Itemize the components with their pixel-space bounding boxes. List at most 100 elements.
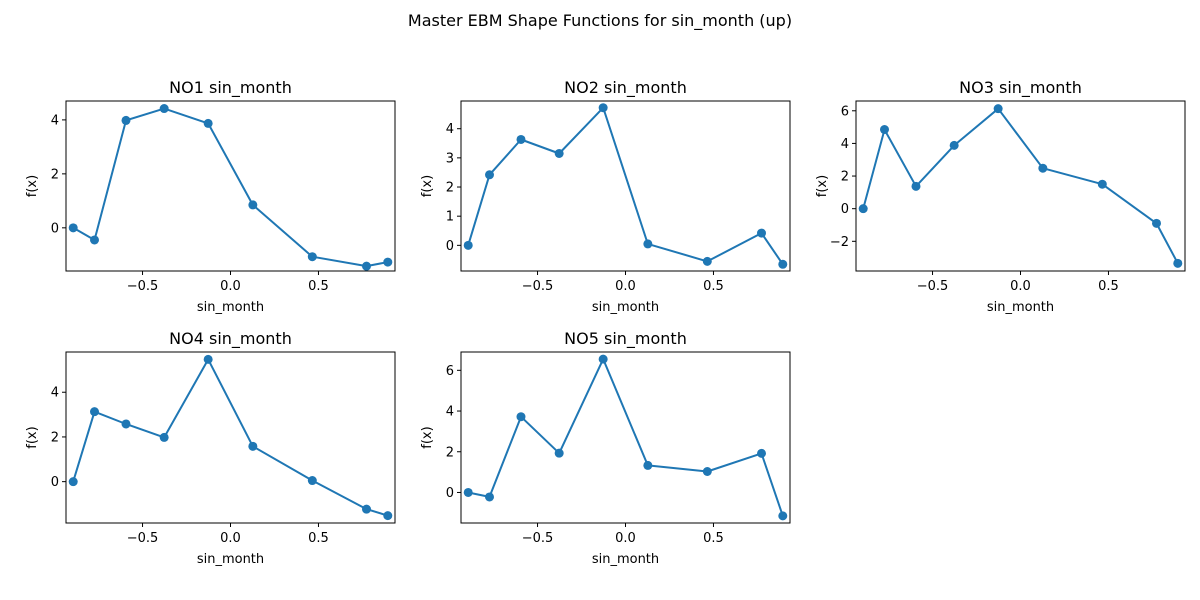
- data-point: [361, 504, 371, 514]
- x-tick-label: −0.5: [127, 279, 159, 294]
- y-axis-label: f(x): [420, 175, 435, 197]
- x-tick-label: 0.5: [308, 279, 329, 294]
- x-tick-label: 0.0: [1010, 279, 1031, 294]
- data-point: [702, 256, 712, 266]
- x-tick-label: −0.5: [127, 531, 159, 546]
- subplot-title: NO3 sin_month: [959, 78, 1082, 98]
- data-point: [554, 448, 564, 458]
- subplot-1: NO1 sin_month −0.5 0.0 0.5 0 2 4 sin_month f(x): [25, 78, 396, 315]
- x-tick-label: −0.5: [522, 531, 554, 546]
- data-point: [203, 354, 213, 364]
- x-axis-label: sin_month: [592, 300, 659, 315]
- data-point: [643, 239, 653, 249]
- subplot-title: NO1 sin_month: [169, 78, 292, 98]
- y-tick-label: 4: [51, 386, 59, 401]
- y-tick-label: 4: [841, 137, 849, 152]
- x-tick-label: −0.5: [522, 279, 554, 294]
- data-point: [756, 448, 766, 458]
- y-tick-label: 2: [51, 430, 59, 445]
- subplot-5: NO5 sin_month −0.5 0.0 0.5 0 2 4 6 sin_month f(x): [420, 329, 791, 567]
- series-line: [72, 107, 388, 268]
- subplot-3: NO3 sin_month −0.5 0.0 0.5 −2 0 2 4 6 sin_month f(…: [815, 78, 1186, 315]
- data-point: [778, 259, 788, 269]
- y-tick-label: 4: [446, 122, 454, 137]
- data-point: [778, 511, 788, 521]
- data-point: [554, 148, 564, 158]
- data-point: [949, 140, 959, 150]
- y-tick-label: 4: [51, 113, 59, 128]
- y-axis-label: f(x): [25, 426, 40, 448]
- data-point: [121, 419, 131, 429]
- y-tick-label: 0: [446, 486, 454, 501]
- data-point: [1173, 258, 1183, 268]
- data-point: [911, 181, 921, 191]
- x-tick-label: 0.5: [703, 531, 724, 546]
- y-tick-label: 2: [841, 170, 849, 185]
- series-line: [72, 358, 389, 517]
- y-axis-label: f(x): [420, 426, 435, 448]
- axes-frame: [65, 351, 396, 524]
- data-point: [90, 235, 100, 245]
- data-point: [516, 134, 526, 144]
- data-point: [643, 460, 653, 470]
- series-line: [467, 358, 784, 517]
- subplot-4: NO4 sin_month −0.5 0.0 0.5 0 2 4 sin_month f(x): [25, 329, 396, 567]
- data-point: [203, 118, 213, 128]
- data-point: [248, 441, 258, 451]
- subplot-title: NO2 sin_month: [564, 78, 687, 98]
- data-point: [993, 104, 1003, 114]
- x-tick-label: 0.0: [220, 279, 241, 294]
- data-point: [858, 204, 868, 214]
- x-tick-label: 0.5: [1098, 279, 1119, 294]
- x-axis-label: sin_month: [592, 552, 659, 567]
- axes-frame: [460, 351, 791, 524]
- data-point: [159, 432, 169, 442]
- y-tick-label: 0: [841, 202, 849, 217]
- data-point: [307, 252, 317, 262]
- y-tick-label: 2: [51, 167, 59, 182]
- data-point: [463, 240, 473, 250]
- data-point: [68, 477, 78, 487]
- data-point: [361, 261, 371, 271]
- data-point: [1151, 218, 1161, 228]
- y-axis-label: f(x): [815, 175, 830, 197]
- y-tick-label: 1: [446, 210, 454, 225]
- data-point: [598, 354, 608, 364]
- data-point: [880, 125, 890, 135]
- data-point: [248, 200, 258, 210]
- data-point: [90, 407, 100, 417]
- data-point: [383, 257, 393, 267]
- series-line: [862, 107, 1179, 264]
- subplot-2: NO2 sin_month −0.5 0.0 0.5 0 1 2 3 4 sin_month f(x…: [420, 78, 791, 315]
- data-point: [516, 412, 526, 422]
- x-axis-label: sin_month: [987, 300, 1054, 315]
- axes-frame: [65, 100, 396, 272]
- x-axis-label: sin_month: [197, 300, 264, 315]
- y-tick-label: 0: [446, 239, 454, 254]
- data-point: [68, 223, 78, 233]
- data-point: [307, 476, 317, 486]
- y-tick-label: 2: [446, 181, 454, 196]
- y-axis-label: f(x): [25, 175, 40, 197]
- data-point: [485, 170, 495, 180]
- x-tick-label: −0.5: [917, 279, 949, 294]
- y-tick-label: 0: [51, 475, 59, 490]
- data-point: [702, 466, 712, 476]
- x-tick-label: 0.0: [615, 531, 636, 546]
- y-tick-label: −2: [830, 235, 849, 250]
- y-tick-label: 0: [51, 221, 59, 236]
- data-point: [159, 104, 169, 114]
- figure-title: Master EBM Shape Functions for sin_month…: [408, 11, 792, 31]
- subplot-title: NO5 sin_month: [564, 329, 687, 349]
- subplot-title: NO4 sin_month: [169, 329, 292, 349]
- x-tick-label: 0.0: [220, 531, 241, 546]
- y-tick-label: 6: [841, 104, 849, 119]
- data-point: [121, 115, 131, 125]
- data-point: [1097, 179, 1107, 189]
- axes-frame: [855, 100, 1186, 272]
- series-line: [467, 106, 784, 265]
- x-axis-label: sin_month: [197, 552, 264, 567]
- x-tick-label: 0.0: [615, 279, 636, 294]
